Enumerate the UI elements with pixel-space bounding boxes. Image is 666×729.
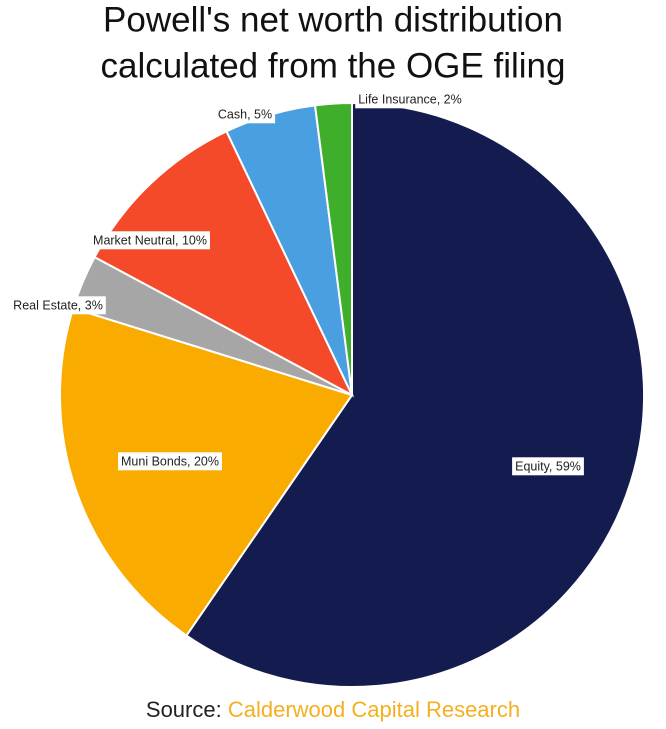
- pie-slice: [185, 101, 645, 688]
- data-label: Market Neutral, 10%: [93, 233, 207, 247]
- pie-slice: [59, 307, 354, 637]
- label-background: [355, 90, 465, 109]
- label-background: [118, 452, 222, 471]
- chart-title: Powell's net worth distribution: [103, 0, 563, 39]
- data-label: Real Estate, 3%: [13, 298, 103, 312]
- data-label: Equity, 59%: [515, 459, 581, 473]
- source-label: Source:: [146, 697, 222, 722]
- data-label: Cash, 5%: [218, 107, 272, 121]
- label-background: [10, 296, 106, 315]
- data-label: Muni Bonds, 20%: [121, 454, 219, 468]
- label-background: [90, 231, 210, 250]
- source-name: Calderwood Capital Research: [228, 697, 520, 722]
- pie: [59, 101, 645, 688]
- label-background: [512, 457, 584, 476]
- source: Source: Calderwood Capital Research: [146, 697, 520, 722]
- data-label: Life Insurance, 2%: [358, 92, 462, 106]
- chart-title: calculated from the OGE filing: [101, 46, 566, 85]
- pie-slice: [313, 101, 353, 396]
- label-background: [214, 105, 276, 124]
- labels: Equity, 59% Muni Bonds, 20% Real Estate, 3…: [10, 90, 584, 476]
